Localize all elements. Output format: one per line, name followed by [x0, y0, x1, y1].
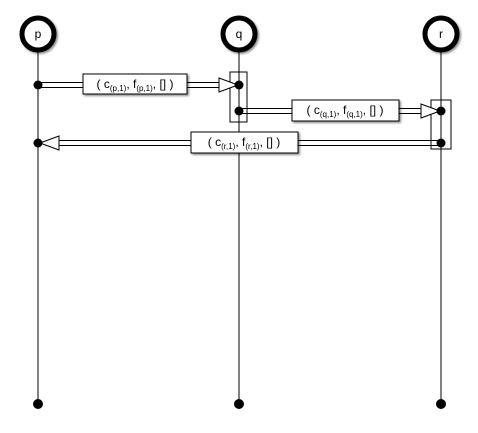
message-label-box	[82, 73, 188, 95]
process-node-q: q	[220, 15, 258, 53]
event-dot	[436, 106, 446, 116]
process-node-r: r	[422, 15, 460, 53]
process-label-r: r	[439, 27, 443, 41]
arrowhead-q-to-r	[420, 103, 442, 119]
activation-box-q	[229, 71, 248, 123]
arrowhead-r-to-p	[38, 135, 60, 151]
message-label-box	[291, 99, 400, 122]
event-dot	[33, 80, 43, 90]
event-dot	[33, 138, 43, 148]
message-r-to-p: ( c(r,1), f(r,1), [] )	[38, 131, 441, 154]
message-label-q-to-r: ( c(q,1), f(q,1), [] )	[307, 103, 384, 119]
event-dot	[234, 106, 244, 116]
message-label-box	[190, 131, 299, 154]
lifeline-end-dot-p	[33, 399, 43, 409]
event-dot	[436, 138, 446, 148]
process-label-q: q	[236, 27, 243, 41]
process-label-p: p	[35, 27, 42, 41]
lifeline-end-dot-q	[234, 399, 244, 409]
message-label-p-to-q: ( c(p,1), f(p,1), [] )	[97, 77, 174, 93]
activation-box-r	[430, 99, 452, 150]
arrowhead-p-to-q	[218, 77, 240, 93]
message-q-to-r: ( c(q,1), f(q,1), [] )	[239, 99, 442, 122]
lifeline-end-dot-r	[436, 399, 446, 409]
message-label-r-to-p: ( c(r,1), f(r,1), [] )	[208, 135, 281, 151]
message-p-to-q: ( c(p,1), f(p,1), [] )	[38, 73, 240, 95]
process-node-p: p	[19, 15, 57, 53]
event-dot	[234, 80, 244, 90]
